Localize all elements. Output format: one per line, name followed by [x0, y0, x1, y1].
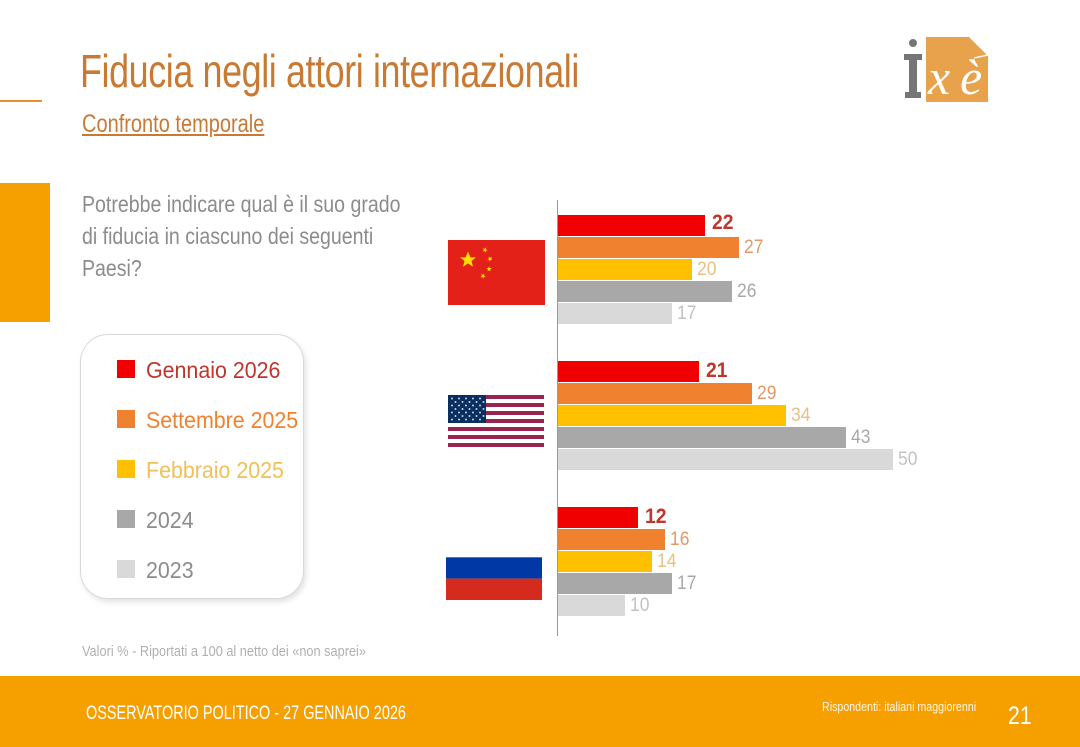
svg-text:x: x [927, 49, 950, 104]
svg-text:è: è [960, 49, 982, 104]
